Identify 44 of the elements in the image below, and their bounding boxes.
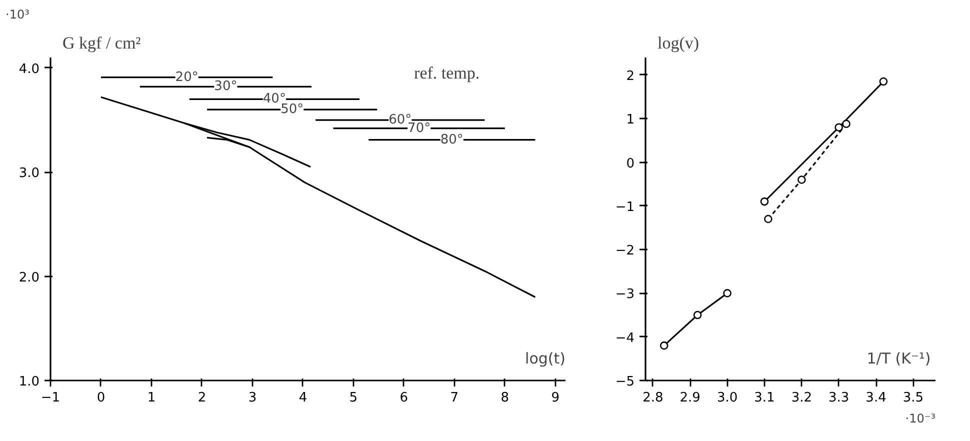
x-tick-label: 7	[450, 390, 459, 406]
text: ·10⁻³	[905, 412, 936, 426]
series-label: 30°	[214, 79, 238, 94]
y-tick-label: −1	[615, 200, 635, 215]
y-tick-label: −2	[615, 244, 635, 259]
series-label: 60°	[388, 112, 412, 128]
x-tick-label: −1	[40, 390, 60, 406]
series-label: 50°	[280, 102, 304, 118]
x-tick-label: 3.3	[828, 390, 850, 406]
x-tick-label: 1	[147, 390, 156, 406]
x-tick-label: 3.0	[716, 390, 738, 406]
y-tick-label: −3	[615, 287, 635, 302]
x-tick-label: 0	[96, 390, 106, 406]
y-tick-label: −5	[615, 374, 635, 390]
x-tick-label: 5	[349, 390, 358, 406]
x-tick-label: 4	[298, 390, 308, 406]
y-tick-label: 0	[626, 156, 635, 172]
x-tick-label: 3.2	[791, 390, 812, 406]
x-tick-label: 3	[248, 390, 257, 406]
x-tick-label: 2.9	[680, 390, 700, 406]
y-tick-label: 1	[626, 112, 635, 128]
x-tick-label: 8	[500, 390, 510, 406]
series-label: 70°	[408, 120, 431, 136]
y-axis-title: G kgf / cm²	[62, 34, 141, 52]
x-tick-label: 3.4	[866, 390, 886, 406]
series-label: 20°	[175, 70, 198, 85]
x-tick-label: 3.5	[902, 390, 924, 406]
x-tick-label: 3.1	[754, 390, 775, 406]
x-tick-label: 2.8	[642, 390, 664, 406]
y-tick-label: 3.0	[18, 166, 40, 182]
x-tick-label: 9	[551, 390, 560, 406]
y-axis-title: log(v)	[658, 34, 700, 52]
annotation: ref. temp.	[414, 64, 480, 83]
x-axis-title: 1/T (K⁻¹)	[866, 350, 931, 368]
y-tick-label: 2.0	[18, 270, 40, 286]
y-tick-label: 4.0	[18, 62, 40, 77]
x-tick-label: 2	[198, 390, 206, 406]
y-tick-label: 1.0	[18, 374, 40, 390]
x-axis-title: log(t)	[525, 350, 566, 368]
y-tick-label: 2	[626, 68, 635, 84]
x-tick-label: 6	[400, 390, 408, 406]
series-label: 80°	[440, 132, 464, 148]
y-tick-label: −4	[615, 330, 635, 346]
text: ·10³	[6, 8, 30, 22]
